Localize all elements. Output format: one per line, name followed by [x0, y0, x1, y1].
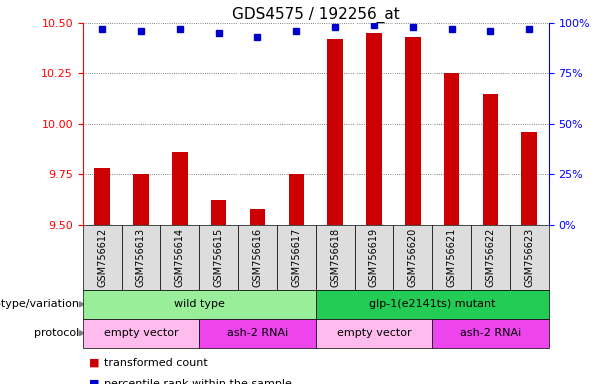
- Text: protocol: protocol: [34, 328, 80, 338]
- Text: GSM756618: GSM756618: [330, 228, 340, 287]
- Text: GSM756623: GSM756623: [524, 228, 534, 287]
- Text: genotype/variation: genotype/variation: [0, 299, 80, 310]
- Bar: [94, 168, 110, 225]
- Text: transformed count: transformed count: [104, 358, 208, 368]
- Text: ash-2 RNAi: ash-2 RNAi: [460, 328, 521, 338]
- Title: GDS4575 / 192256_at: GDS4575 / 192256_at: [232, 7, 400, 23]
- Text: GSM756615: GSM756615: [214, 228, 224, 287]
- Bar: [444, 73, 459, 225]
- Text: percentile rank within the sample: percentile rank within the sample: [104, 379, 292, 384]
- Text: GSM756616: GSM756616: [253, 228, 262, 287]
- Bar: [133, 174, 149, 225]
- Bar: [289, 174, 304, 225]
- Text: GSM756612: GSM756612: [97, 228, 107, 287]
- Text: GSM756613: GSM756613: [136, 228, 146, 287]
- Text: ■: ■: [89, 379, 99, 384]
- Text: ash-2 RNAi: ash-2 RNAi: [227, 328, 288, 338]
- Text: wild type: wild type: [174, 299, 224, 310]
- Text: empty vector: empty vector: [337, 328, 411, 338]
- Text: GSM756622: GSM756622: [485, 228, 495, 287]
- Bar: [172, 152, 188, 225]
- Text: GSM756620: GSM756620: [408, 228, 417, 287]
- Bar: [405, 37, 421, 225]
- Text: ■: ■: [89, 358, 99, 368]
- Text: GSM756617: GSM756617: [291, 228, 301, 287]
- Bar: [482, 94, 498, 225]
- Bar: [211, 200, 226, 225]
- Bar: [327, 39, 343, 225]
- Bar: [249, 209, 265, 225]
- Text: GSM756621: GSM756621: [447, 228, 457, 287]
- Bar: [522, 132, 537, 225]
- Text: GSM756614: GSM756614: [175, 228, 185, 287]
- Bar: [366, 33, 382, 225]
- Text: GSM756619: GSM756619: [369, 228, 379, 287]
- Text: glp-1(e2141ts) mutant: glp-1(e2141ts) mutant: [369, 299, 495, 310]
- Text: empty vector: empty vector: [104, 328, 178, 338]
